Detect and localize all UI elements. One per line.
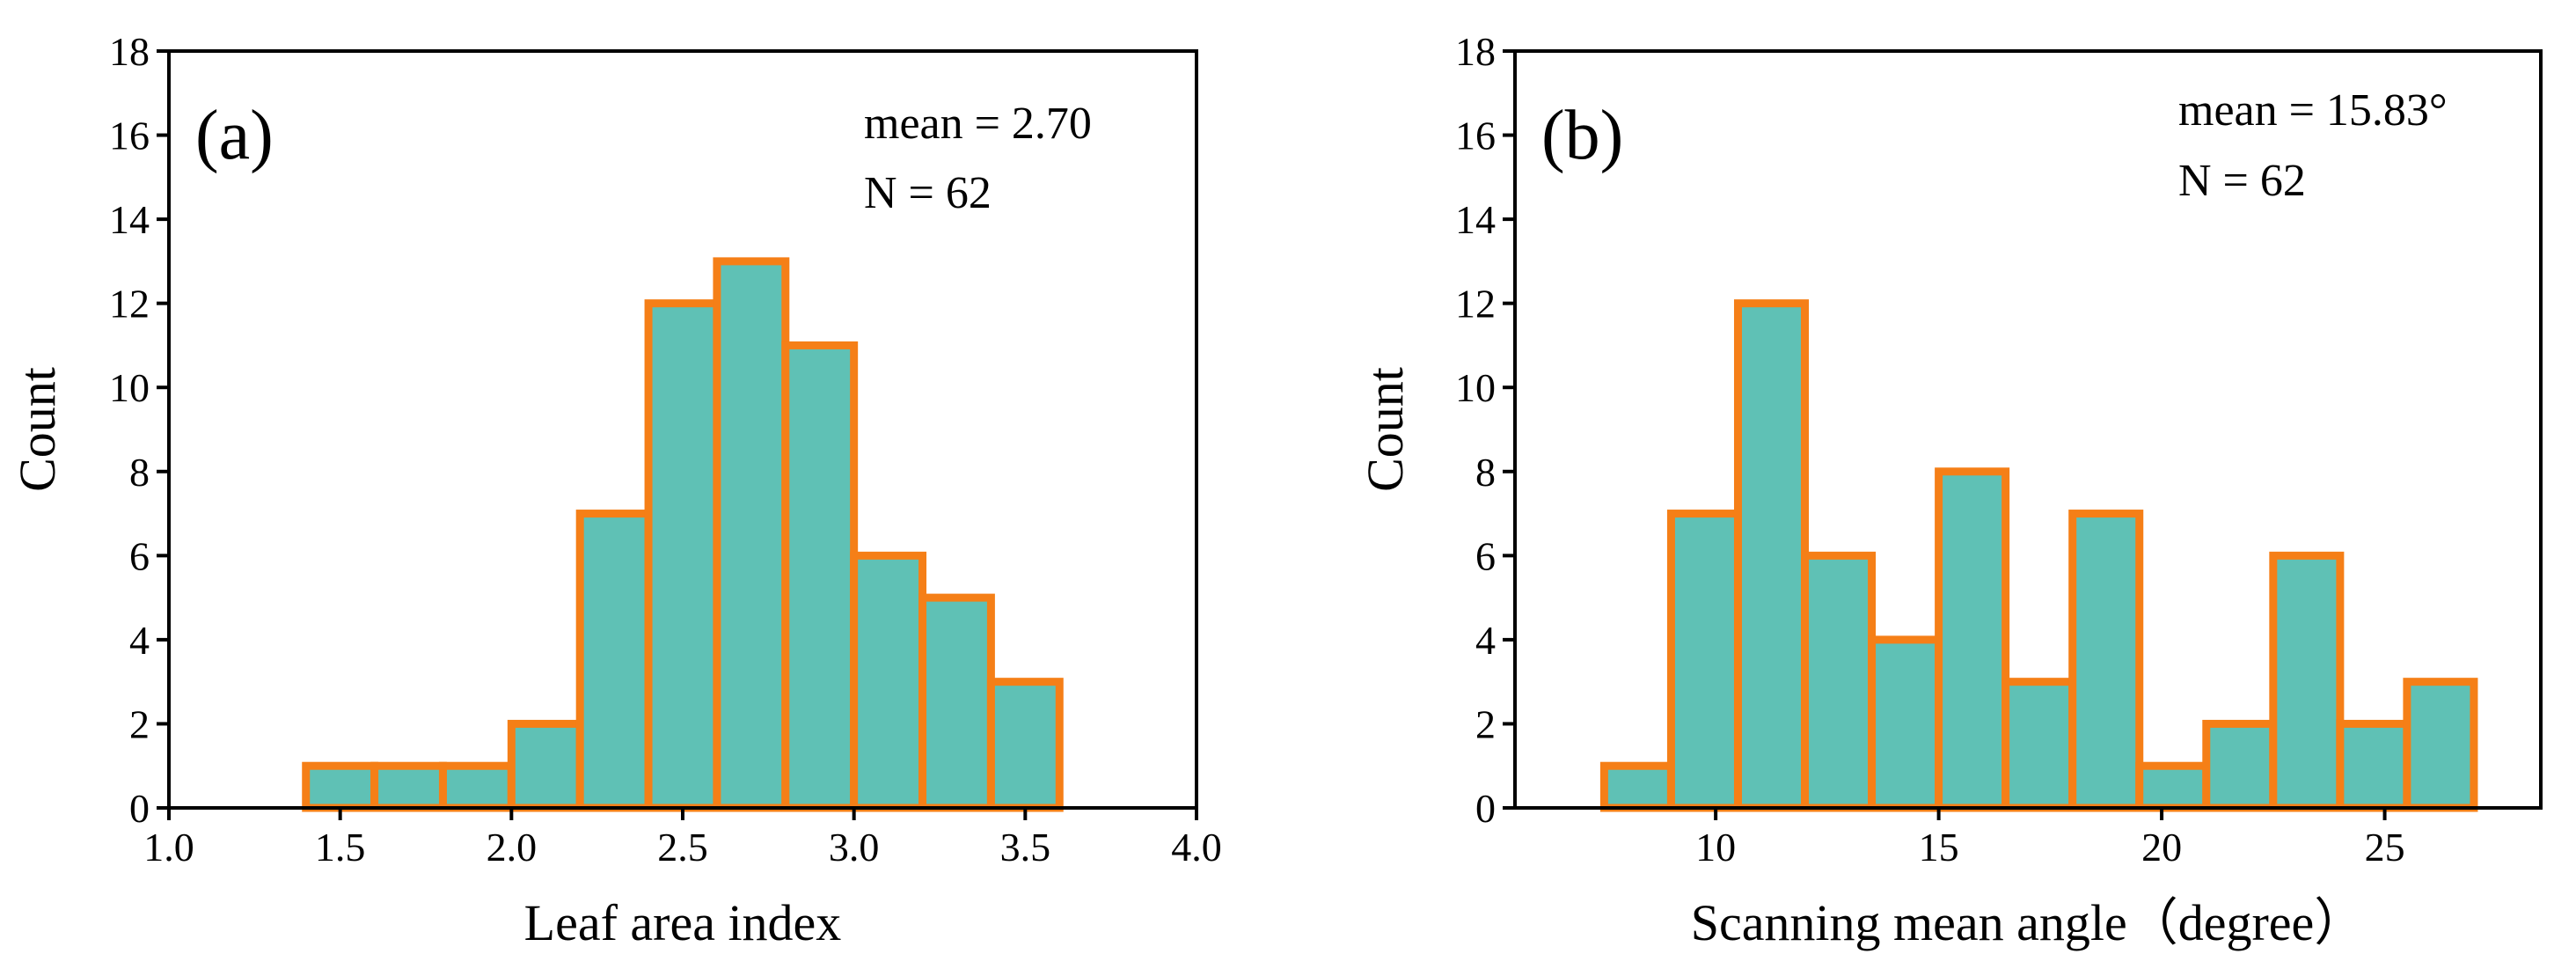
mean-annotation: mean = 2.70: [864, 99, 1092, 149]
y-tick-label: 16: [109, 114, 150, 158]
panel-label: (b): [1541, 97, 1623, 174]
histogram-bar: [438, 761, 516, 812]
histogram-bar: [986, 678, 1064, 812]
y-tick-label: 8: [129, 450, 150, 495]
chart-panel-2: 0 2 4 6 8 10 12 14 16 18 10 15 20 25 Scanning mean ang…: [1357, 29, 2543, 951]
x-tick-label: 1.0: [143, 825, 194, 870]
histogram-bar: [918, 593, 995, 812]
histogram-bar: [507, 719, 584, 812]
y-tick-label: 14: [1455, 197, 1496, 242]
histogram-bar: [575, 510, 653, 812]
chart-panel-1: 0 2 4 6 8 10 12 14 16 18 1.0 1.5 2.0 2.5 3.0 3.5 4.0 Leaf…: [9, 29, 1222, 951]
x-tick-label: 2.5: [657, 825, 708, 870]
x-tick-label: 20: [2141, 825, 2182, 870]
histogram-bar: [302, 761, 379, 812]
x-tick-label: 4.0: [1171, 825, 1222, 870]
y-tick-label: 4: [129, 618, 150, 663]
y-tick-label: 6: [129, 533, 150, 578]
y-tick-label: 12: [109, 282, 150, 327]
plot-frame: [1513, 49, 2543, 810]
x-tick-label: 3.0: [829, 825, 880, 870]
histogram-bar: [713, 257, 790, 812]
x-axis-title: Scanning mean angle（degree）: [1691, 894, 2366, 951]
sample-size-annotation: N = 62: [864, 168, 992, 218]
y-tick-label: 16: [1455, 114, 1496, 158]
x-tick-label: 2.0: [487, 825, 538, 870]
histogram-bar: [1868, 635, 1943, 812]
y-tick-label: 0: [129, 786, 150, 831]
y-axis-title: Count: [9, 367, 66, 492]
histogram-bar: [1801, 551, 1877, 812]
histogram-bar: [2403, 678, 2478, 812]
histogram-bar: [2202, 719, 2278, 812]
y-tick-label: 2: [1475, 701, 1496, 746]
y-tick-label: 14: [109, 197, 150, 242]
x-tick-label: 10: [1695, 825, 1736, 870]
panel-label: (a): [195, 97, 274, 174]
y-tick-label: 10: [1455, 365, 1496, 410]
y-tick-label: 4: [1475, 618, 1496, 663]
y-tick-label: 18: [1455, 29, 1496, 74]
x-tick-label: 3.5: [1000, 825, 1051, 870]
y-tick-label: 6: [1475, 533, 1496, 578]
x-axis-title: Leaf area index: [524, 894, 842, 951]
histogram-bar: [1733, 299, 1810, 812]
histogram-bar: [781, 341, 859, 812]
histogram-bar: [370, 761, 447, 812]
histogram-bar: [850, 551, 927, 812]
histogram-bar: [2336, 719, 2411, 812]
histogram-bar: [1666, 510, 1742, 812]
y-tick-label: 10: [109, 365, 150, 410]
histogram-bar: [2269, 551, 2345, 812]
mean-annotation: mean = 15.83°: [2178, 85, 2448, 136]
histogram-bar: [2068, 510, 2144, 812]
y-tick-label: 0: [1475, 786, 1496, 831]
x-tick-label: 25: [2365, 825, 2405, 870]
y-axis-title: Count: [1357, 367, 1414, 492]
y-tick-label: 18: [109, 29, 150, 74]
histogram-bar: [1935, 467, 2010, 812]
x-tick-label: 1.5: [315, 825, 366, 870]
x-tick-label: 15: [1919, 825, 1959, 870]
histogram-bar: [2002, 678, 2077, 812]
histogram-bar: [644, 299, 721, 812]
sample-size-annotation: N = 62: [2178, 156, 2306, 206]
histogram-bar: [2135, 761, 2211, 812]
histogram-bar: [1599, 761, 1675, 812]
y-tick-label: 8: [1475, 450, 1496, 495]
y-tick-label: 2: [129, 701, 150, 746]
y-tick-label: 12: [1455, 282, 1496, 327]
